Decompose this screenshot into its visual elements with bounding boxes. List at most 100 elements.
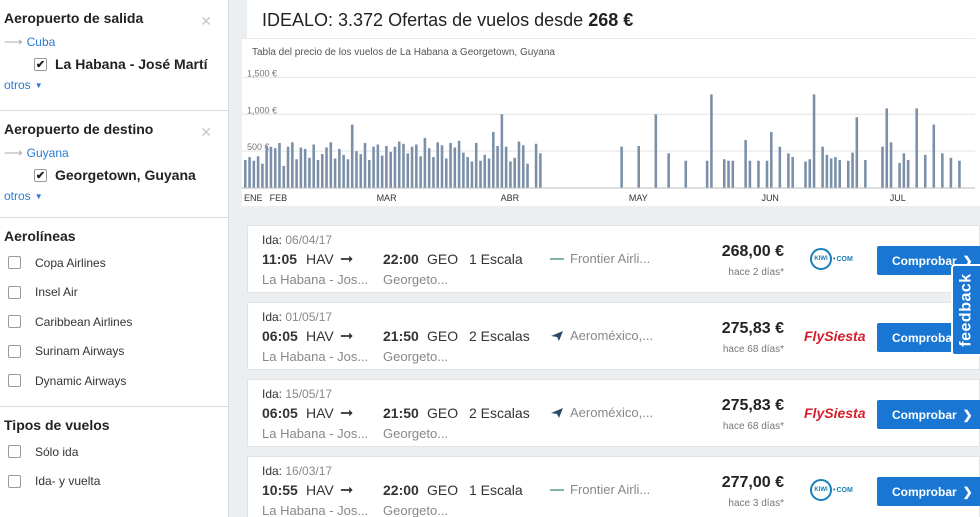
price-bar[interactable] (757, 160, 760, 188)
flight-result-card[interactable]: Ida: 06/04/17 11:05 HAV ➞ 22:00 GEO 1 Escala La… (247, 225, 980, 293)
price-bar[interactable] (727, 160, 730, 188)
price-bar[interactable] (303, 148, 307, 188)
check-button[interactable]: Comprobar ❯ (877, 400, 980, 429)
price-bar[interactable] (346, 159, 350, 188)
price-bar[interactable] (393, 146, 397, 188)
price-bar[interactable] (462, 152, 465, 188)
price-bar[interactable] (710, 94, 713, 188)
price-bar[interactable] (338, 148, 341, 188)
price-bar[interactable] (787, 153, 790, 188)
price-bar[interactable] (812, 94, 816, 188)
price-bar[interactable] (261, 163, 264, 188)
price-bar[interactable] (906, 159, 910, 188)
price-bar[interactable] (325, 147, 328, 188)
price-bar[interactable] (517, 141, 521, 188)
price-bar[interactable] (248, 157, 251, 188)
feedback-tab[interactable]: feedback (951, 264, 980, 356)
check-button[interactable]: Comprobar ❯ (877, 246, 980, 275)
price-bar[interactable] (851, 152, 854, 188)
price-bar[interactable] (479, 160, 482, 188)
price-bar[interactable] (397, 141, 401, 188)
price-bar[interactable] (889, 142, 893, 188)
price-bar[interactable] (885, 108, 889, 188)
checkbox[interactable] (8, 474, 21, 488)
price-bar[interactable] (483, 154, 487, 188)
price-bar[interactable] (312, 144, 315, 188)
airline-option[interactable]: Surinam Airways (8, 337, 224, 367)
price-bar[interactable] (829, 158, 833, 188)
price-bar[interactable] (846, 160, 850, 188)
price-bar[interactable] (415, 144, 418, 188)
price-bar[interactable] (380, 155, 384, 188)
price-bar[interactable] (363, 143, 367, 188)
price-bar[interactable] (376, 144, 380, 188)
price-bar[interactable] (432, 157, 435, 188)
price-bar[interactable] (881, 146, 884, 188)
check-button[interactable]: Comprobar ❯ (877, 477, 980, 506)
price-bar[interactable] (748, 160, 752, 188)
price-bar[interactable] (864, 159, 867, 188)
price-bar[interactable] (402, 143, 405, 188)
price-bar[interactable] (436, 142, 440, 188)
checkbox[interactable] (8, 344, 21, 358)
price-bar[interactable] (834, 157, 837, 188)
price-bar[interactable] (320, 154, 324, 188)
checkbox[interactable] (8, 256, 21, 270)
checkbox-checked[interactable]: ✔ (34, 168, 47, 182)
price-bar[interactable] (410, 146, 414, 188)
price-bar[interactable] (316, 159, 320, 188)
price-bar[interactable] (295, 159, 298, 188)
price-bar[interactable] (427, 148, 431, 188)
price-bar[interactable] (941, 153, 944, 188)
price-bar[interactable] (368, 159, 371, 188)
price-bar[interactable] (902, 153, 906, 188)
price-bar[interactable] (269, 146, 273, 188)
price-bar[interactable] (637, 145, 641, 188)
price-bar[interactable] (958, 160, 961, 188)
price-bar[interactable] (278, 143, 281, 188)
price-bar[interactable] (308, 157, 311, 188)
price-bar[interactable] (487, 158, 491, 188)
price-bar[interactable] (825, 154, 829, 188)
price-bar[interactable] (466, 157, 469, 188)
airline-option[interactable]: Dynamic Airways (8, 366, 224, 396)
price-bar[interactable] (932, 124, 936, 188)
checkbox[interactable] (8, 315, 21, 329)
flight-result-card[interactable]: Ida: 16/03/17 10:55 HAV ➞ 22:00 GEO 1 Escala La… (247, 456, 980, 517)
price-bar[interactable] (521, 145, 525, 188)
airline-option[interactable]: Insel Air (8, 278, 224, 308)
price-bar[interactable] (770, 131, 773, 188)
price-bar[interactable] (470, 161, 474, 188)
price-bar[interactable] (791, 157, 794, 188)
price-bar[interactable] (406, 153, 410, 188)
price-bar[interactable] (342, 154, 345, 188)
price-bar[interactable] (855, 117, 859, 188)
price-bar[interactable] (389, 151, 392, 188)
price-bar[interactable] (423, 137, 427, 188)
price-bar[interactable] (722, 159, 726, 188)
price-bar[interactable] (372, 146, 375, 188)
price-bar[interactable] (282, 165, 286, 188)
departure-airport[interactable]: ✔ La Habana - José Martí (34, 56, 224, 72)
price-bar[interactable] (244, 159, 247, 188)
price-bar[interactable] (359, 154, 363, 188)
price-bar[interactable] (744, 140, 747, 188)
price-bar[interactable] (500, 114, 504, 188)
price-bar[interactable] (778, 146, 782, 188)
price-bar[interactable] (804, 161, 807, 188)
checkbox[interactable] (8, 285, 21, 299)
price-bar[interactable] (923, 154, 927, 188)
price-bar[interactable] (440, 145, 444, 188)
price-bar[interactable] (419, 156, 422, 188)
price-bar[interactable] (492, 131, 495, 188)
flight-type-option[interactable]: Ida- y vuelta (8, 467, 224, 497)
price-bar[interactable] (457, 140, 461, 188)
airline-option[interactable]: Caribbean Airlines (8, 307, 224, 337)
price-bar[interactable] (684, 160, 688, 188)
price-bar[interactable] (291, 142, 294, 188)
price-bar[interactable] (534, 143, 538, 188)
price-bar[interactable] (808, 159, 812, 188)
price-bar[interactable] (620, 146, 623, 188)
price-bar[interactable] (444, 158, 448, 188)
price-bar[interactable] (654, 114, 658, 188)
